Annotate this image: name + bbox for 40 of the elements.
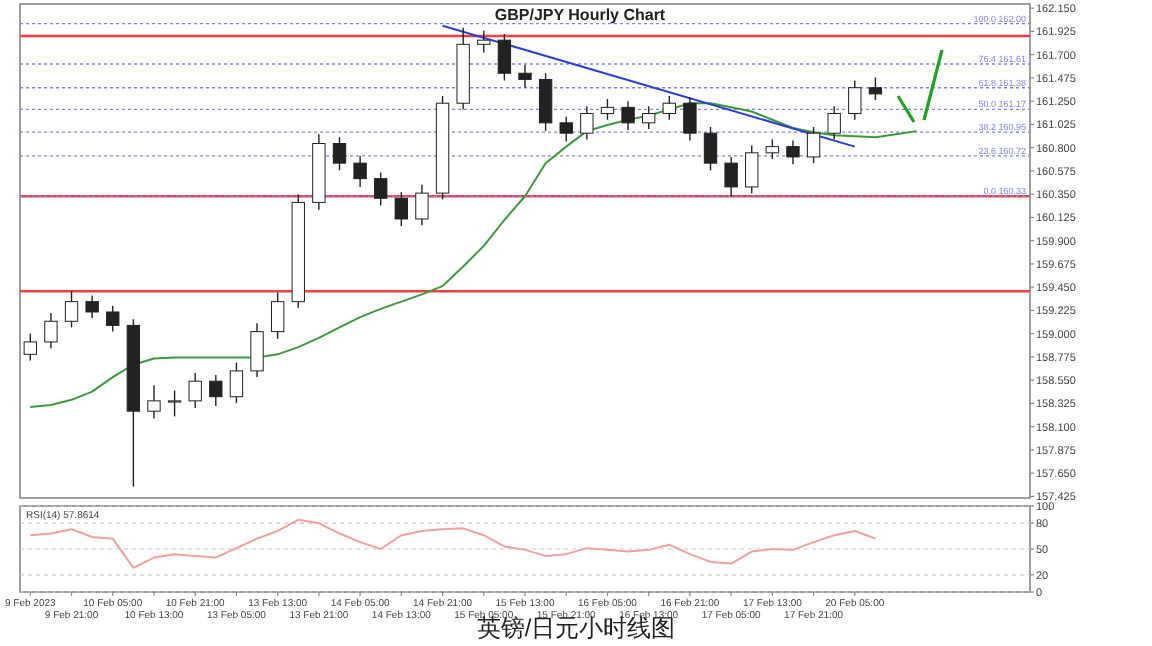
candlestick xyxy=(641,105,656,130)
candlestick xyxy=(147,384,161,420)
candlestick xyxy=(167,389,182,418)
candlestick xyxy=(868,76,883,101)
candlestick xyxy=(106,305,120,333)
candlestick xyxy=(518,64,532,89)
candlestick xyxy=(44,312,58,349)
candlestick xyxy=(415,184,429,226)
candlestick xyxy=(848,79,862,121)
candlestick xyxy=(477,30,491,54)
candlestick xyxy=(250,322,264,378)
candlestick xyxy=(394,191,409,227)
candlestick xyxy=(745,144,759,194)
candlestick xyxy=(270,291,285,340)
candlestick xyxy=(332,136,347,172)
line-series xyxy=(29,518,877,569)
candlestick xyxy=(85,294,99,319)
candlestick xyxy=(827,105,841,141)
chart-title: GBP/JPY Hourly Chart xyxy=(494,6,666,24)
candlestick xyxy=(703,126,718,172)
candlestick xyxy=(497,33,512,82)
candlestick xyxy=(209,374,223,407)
candlestick xyxy=(765,138,780,160)
candlestick xyxy=(786,139,800,165)
candlestick xyxy=(23,332,37,362)
candlestick xyxy=(229,361,244,404)
candlestick xyxy=(374,171,388,207)
candlestick xyxy=(353,155,367,188)
candlestick xyxy=(724,156,738,197)
candlestick xyxy=(600,98,615,121)
candlestick xyxy=(580,105,594,141)
candlestick xyxy=(683,96,697,142)
candlestick xyxy=(64,290,79,329)
line-series xyxy=(29,102,918,409)
candlestick xyxy=(621,100,635,131)
candlestick xyxy=(662,95,676,121)
candlestick xyxy=(559,115,573,143)
candlestick xyxy=(806,126,821,164)
candlestick xyxy=(188,372,202,409)
candlestick xyxy=(538,72,553,132)
